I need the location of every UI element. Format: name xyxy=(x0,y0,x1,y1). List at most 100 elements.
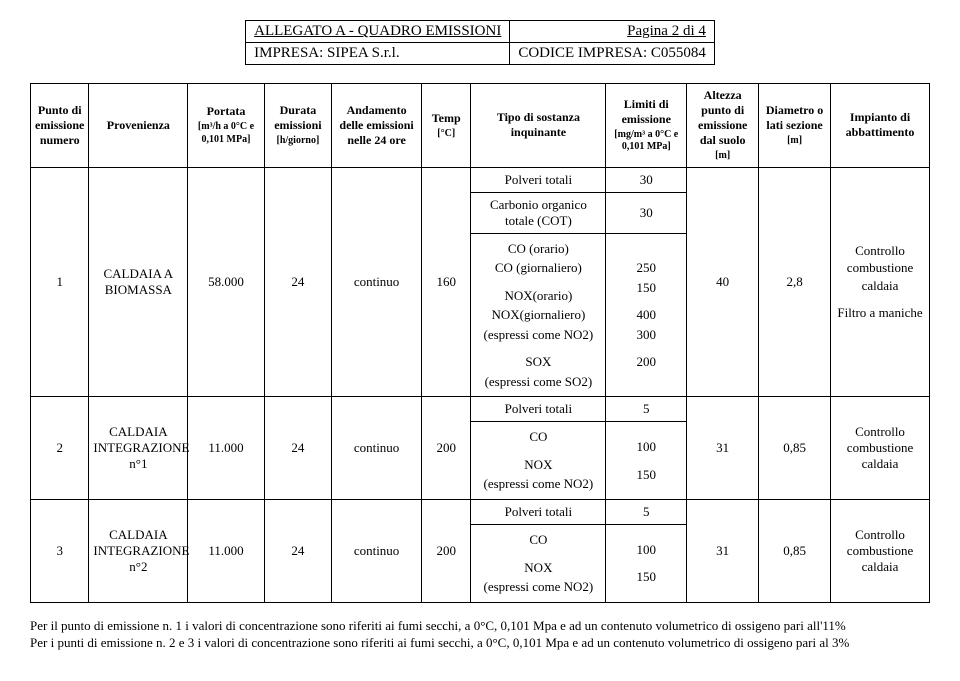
cell-durata: 24 xyxy=(264,397,331,500)
footer-line2: Per i punti di emissione n. 2 e 3 i valo… xyxy=(30,634,930,652)
col-altezza-label: Altezza punto di emissione dal suolo xyxy=(698,88,747,147)
cell-lim-polveri: 30 xyxy=(606,167,687,192)
col-diametro-unit: [m] xyxy=(763,135,826,148)
document-header: ALLEGATO A - QUADRO EMISSIONI Pagina 2 d… xyxy=(245,20,715,65)
cell-prov: CALDAIA INTEGRAZIONE n°1 xyxy=(89,397,188,500)
col-durata-unit: [h/giorno] xyxy=(269,135,327,148)
tipo3-l2: NOX xyxy=(475,559,601,577)
cell-tipo-polveri3: Polveri totali xyxy=(471,499,606,524)
col-limiti-unit: [mg/m³ a 0°C e 0,101 MPa] xyxy=(610,129,682,154)
table-row: 2 CALDAIA INTEGRAZIONE n°1 11.000 24 con… xyxy=(31,397,930,422)
header-title: ALLEGATO A - QUADRO EMISSIONI xyxy=(246,21,510,43)
lim3-l2: 150 xyxy=(610,568,682,586)
cell-portata: 11.000 xyxy=(188,499,264,602)
cell-prov: CALDAIA A BIOMASSA xyxy=(89,167,188,397)
cell-durata: 24 xyxy=(264,499,331,602)
cell-imp: Controllo combustione caldaia Filtro a m… xyxy=(831,167,930,397)
cell-tipo-block1: CO (orario) CO (giornaliero) NOX(orario)… xyxy=(471,233,606,397)
cell-andam: continuo xyxy=(332,167,422,397)
cell-alt: 31 xyxy=(687,397,759,500)
cell-diam: 0,85 xyxy=(759,499,831,602)
footer-line1: Per il punto di emissione n. 1 i valori … xyxy=(30,617,930,635)
footer-notes: Per il punto di emissione n. 1 i valori … xyxy=(30,617,930,652)
table-row: 3 CALDAIA INTEGRAZIONE n°2 11.000 24 con… xyxy=(31,499,930,524)
tipo-l3: NOX(orario) xyxy=(475,287,601,305)
cell-lim-polveri3: 5 xyxy=(606,499,687,524)
cell-tipo-block2: CO NOX (espressi come NO2) xyxy=(471,422,606,500)
imp-line1: Controllo combustione caldaia xyxy=(835,242,925,295)
cell-tipo-polveri: Polveri totali xyxy=(471,167,606,192)
col-diametro: Diametro o lati sezione [m] xyxy=(759,84,831,168)
col-temp-label: Temp xyxy=(432,111,461,125)
table-row: 1 CALDAIA A BIOMASSA 58.000 24 continuo … xyxy=(31,167,930,192)
lim-l3: 400 xyxy=(610,306,682,324)
lim3-l1: 100 xyxy=(610,541,682,559)
lim-l2: 150 xyxy=(610,279,682,297)
table-header-row: Punto di emissione numero Provenienza Po… xyxy=(31,84,930,168)
header-codice: CODICE IMPRESA: C055084 xyxy=(510,43,715,65)
tipo2-l1: CO xyxy=(475,428,601,446)
cell-lim-block1: 250 150 400 300 200 xyxy=(606,233,687,397)
cell-lim-block3: 100 150 xyxy=(606,524,687,602)
cell-lim-cot: 30 xyxy=(606,192,687,233)
lim2-l1: 100 xyxy=(610,438,682,456)
cell-tipo-polveri2: Polveri totali xyxy=(471,397,606,422)
cell-temp: 200 xyxy=(422,397,471,500)
cell-tipo-block3: CO NOX (espressi come NO2) xyxy=(471,524,606,602)
tipo-l6: SOX xyxy=(475,353,601,371)
cell-durata: 24 xyxy=(264,167,331,397)
cell-alt: 31 xyxy=(687,499,759,602)
col-altezza-unit: [m] xyxy=(691,150,754,163)
col-durata: Durata emissioni [h/giorno] xyxy=(264,84,331,168)
tipo-l1: CO (orario) xyxy=(475,240,601,258)
header-page: Pagina 2 di 4 xyxy=(510,21,715,43)
cell-alt: 40 xyxy=(687,167,759,397)
col-temp-unit: [°C] xyxy=(426,128,466,141)
cell-punto: 1 xyxy=(31,167,89,397)
cell-imp: Controllo combustione caldaia xyxy=(831,397,930,500)
cell-lim-polveri2: 5 xyxy=(606,397,687,422)
col-temp: Temp [°C] xyxy=(422,84,471,168)
lim-l1: 250 xyxy=(610,259,682,277)
col-punto: Punto di emissione numero xyxy=(31,84,89,168)
lim2-l2: 150 xyxy=(610,466,682,484)
lim-l4: 300 xyxy=(610,326,682,344)
tipo2-l2: NOX xyxy=(475,456,601,474)
tipo-l2: CO (giornaliero) xyxy=(475,259,601,277)
emissions-table: Punto di emissione numero Provenienza Po… xyxy=(30,83,930,603)
col-portata-label: Portata xyxy=(207,104,246,118)
cell-tipo-cot: Carbonio organico totale (COT) xyxy=(471,192,606,233)
col-portata-unit: [m³/h a 0°C e 0,101 MPa] xyxy=(192,121,259,146)
cell-punto: 3 xyxy=(31,499,89,602)
cell-temp: 160 xyxy=(422,167,471,397)
col-tipo: Tipo di sostanza inquinante xyxy=(471,84,606,168)
tipo-l5: (espressi come NO2) xyxy=(475,326,601,344)
col-diametro-label: Diametro o lati sezione xyxy=(766,103,823,132)
cell-prov: CALDAIA INTEGRAZIONE n°2 xyxy=(89,499,188,602)
col-portata: Portata [m³/h a 0°C e 0,101 MPa] xyxy=(188,84,264,168)
col-impianto: Impianto di abbattimento xyxy=(831,84,930,168)
col-limiti-label: Limiti di emissione xyxy=(622,97,671,126)
cell-portata: 11.000 xyxy=(188,397,264,500)
col-durata-label: Durata emissioni xyxy=(274,103,321,132)
col-limiti: Limiti di emissione [mg/m³ a 0°C e 0,101… xyxy=(606,84,687,168)
cell-temp: 200 xyxy=(422,499,471,602)
cell-imp: Controllo combustione caldaia xyxy=(831,499,930,602)
tipo-l4: NOX(giornaliero) xyxy=(475,306,601,324)
lim-l5: 200 xyxy=(610,353,682,371)
cell-andam: continuo xyxy=(332,499,422,602)
tipo3-l1: CO xyxy=(475,531,601,549)
cell-portata: 58.000 xyxy=(188,167,264,397)
cell-diam: 2,8 xyxy=(759,167,831,397)
col-provenienza: Provenienza xyxy=(89,84,188,168)
cell-punto: 2 xyxy=(31,397,89,500)
imp-line2: Filtro a maniche xyxy=(835,304,925,322)
tipo3-l3: (espressi come NO2) xyxy=(475,578,601,596)
cell-lim-block2: 100 150 xyxy=(606,422,687,500)
header-impresa: IMPRESA: SIPEA S.r.l. xyxy=(246,43,510,65)
col-altezza: Altezza punto di emissione dal suolo [m] xyxy=(687,84,759,168)
tipo2-l3: (espressi come NO2) xyxy=(475,475,601,493)
tipo-l7: (espressi come SO2) xyxy=(475,373,601,391)
cell-andam: continuo xyxy=(332,397,422,500)
col-andamento: Andamento delle emissioni nelle 24 ore xyxy=(332,84,422,168)
